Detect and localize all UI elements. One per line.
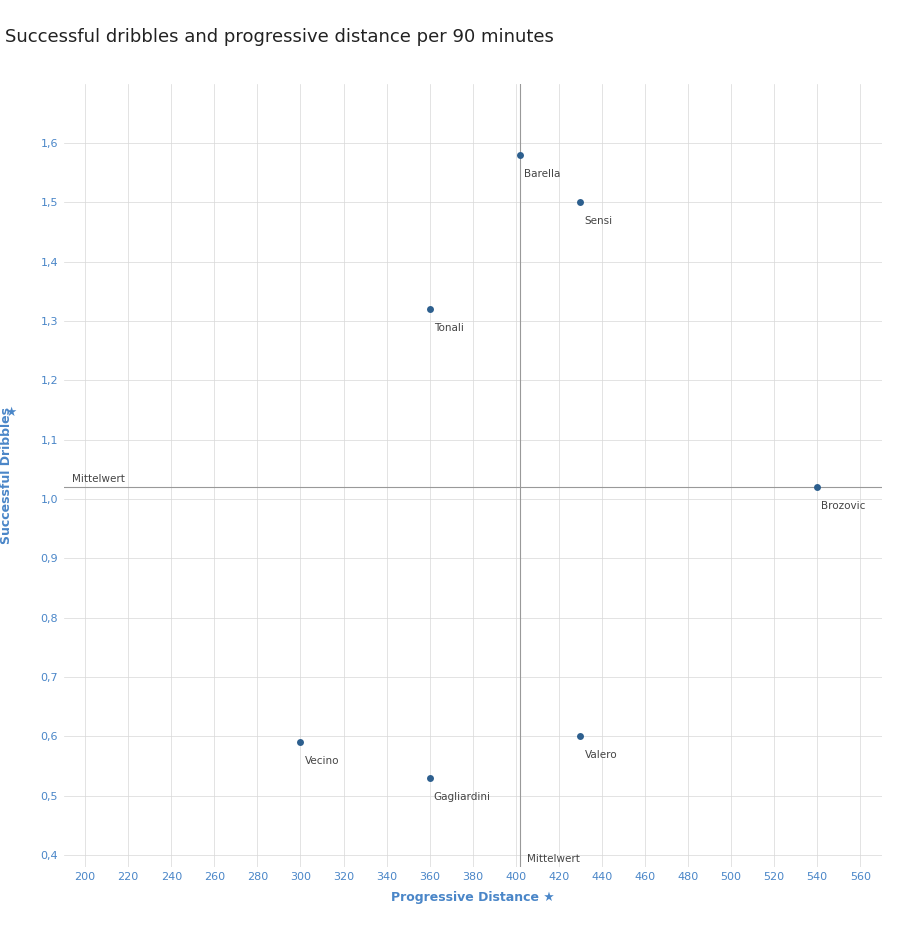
Point — [423, 302, 437, 317]
Text: Barella: Barella — [524, 169, 561, 179]
Text: Gagliardini: Gagliardini — [434, 791, 491, 802]
Point — [573, 729, 587, 744]
Text: Valero: Valero — [584, 750, 617, 761]
Point — [573, 195, 587, 210]
Text: Tonali: Tonali — [434, 323, 464, 333]
Text: Sensi: Sensi — [584, 216, 613, 226]
Point — [423, 771, 437, 786]
Point — [294, 734, 308, 749]
Text: Vecino: Vecino — [305, 756, 339, 766]
Text: Mittelwert: Mittelwert — [72, 473, 125, 484]
X-axis label: Progressive Distance ★: Progressive Distance ★ — [391, 891, 554, 904]
Y-axis label: Successful Dribbles: Successful Dribbles — [0, 407, 13, 543]
Text: Brozovic: Brozovic — [822, 501, 865, 511]
Text: ★: ★ — [5, 406, 16, 419]
Text: Mittelwert: Mittelwert — [526, 854, 579, 864]
Point — [810, 480, 824, 495]
Point — [513, 147, 527, 162]
Text: Successful dribbles and progressive distance per 90 minutes: Successful dribbles and progressive dist… — [5, 28, 554, 46]
